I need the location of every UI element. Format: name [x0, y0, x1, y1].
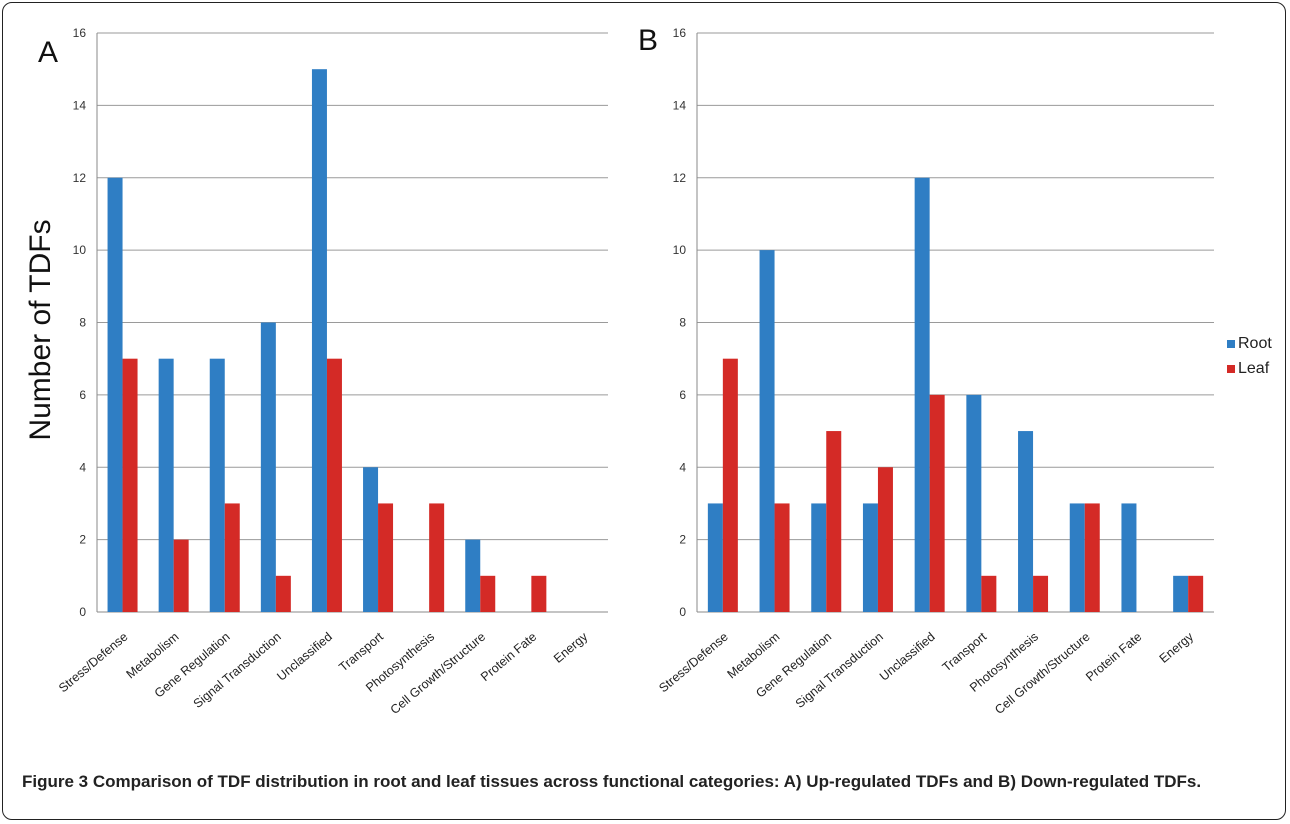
- panel-a-category-label: Transport: [336, 629, 386, 674]
- panel-a-bar-leaf: [275, 575, 291, 612]
- panel-a-bar-leaf: [122, 358, 138, 612]
- panel-b-bar-leaf: [877, 467, 893, 612]
- panel-b-bar-leaf: [1033, 575, 1049, 612]
- panel-b-y-tick-label: 16: [673, 26, 687, 40]
- panel-a-bar-root: [107, 177, 123, 612]
- legend-swatch-root: [1227, 340, 1235, 348]
- panel-b-y-tick-label: 0: [679, 605, 686, 619]
- panel-a-bar-leaf: [531, 575, 547, 612]
- panel-a-bar-root: [465, 539, 481, 612]
- panel-b-category-label: Energy: [1157, 629, 1197, 666]
- panel-b-bar-root: [1173, 575, 1189, 612]
- panel-a-y-tick-label: 0: [79, 605, 86, 619]
- panel-b-y-tick-label: 2: [679, 533, 686, 547]
- panel-b-category-label: Stress/Defense: [656, 630, 730, 696]
- caption-text: Comparison of TDF distribution in root a…: [92, 772, 1202, 791]
- panel-a-bar-leaf: [480, 575, 496, 612]
- panel-a-bar-leaf: [378, 503, 394, 612]
- panel-b-y-tick-label: 8: [679, 316, 686, 330]
- panel-b-y-tick-label: 6: [679, 388, 686, 402]
- figure-caption: Figure 3 Comparison of TDF distribution …: [22, 770, 1272, 793]
- panel-b-category-label: Protein Fate: [1083, 630, 1144, 685]
- y-axis-label: Number of TDFs: [24, 219, 57, 440]
- panel-a-y-tick-label: 4: [79, 460, 86, 474]
- panel-b-bar-root: [759, 250, 775, 612]
- legend-label-leaf: Leaf: [1238, 360, 1270, 377]
- panel-b-bar-root: [914, 177, 930, 612]
- panel-a-category-label: Unclassified: [274, 630, 335, 684]
- panel-a-bar-root: [260, 322, 276, 612]
- panel-a-category-label: Stress/Defense: [56, 630, 130, 696]
- panel-b-bar-leaf: [981, 575, 997, 612]
- panel-b-bar-leaf: [929, 394, 945, 612]
- panel-a-bar-root: [158, 358, 174, 612]
- panel-b-letter: B: [638, 24, 658, 57]
- panel-a-y-tick-label: 14: [73, 98, 87, 112]
- panel-a-bar-root: [363, 467, 379, 612]
- panel-b-bar-leaf: [1084, 503, 1100, 612]
- panel-b-bar-leaf: [826, 431, 842, 612]
- panel-a-y-tick-label: 12: [73, 171, 87, 185]
- panel-b-category-label: Transport: [940, 629, 990, 674]
- panel-b-bar-leaf: [722, 358, 738, 612]
- legend-label-root: Root: [1238, 335, 1272, 352]
- panel-b-bar-root: [811, 503, 827, 612]
- panel-b-bar-root: [862, 503, 878, 612]
- panel-a-bar-leaf: [429, 503, 445, 612]
- panel-a-y-tick-label: 2: [79, 533, 86, 547]
- panel-b-bar-leaf: [774, 503, 790, 612]
- panel-b-y-tick-label: 12: [673, 171, 687, 185]
- panel-a-bar-leaf: [326, 358, 342, 612]
- panel-a-bar-root: [209, 358, 225, 612]
- panel-b-y-tick-label: 10: [673, 243, 687, 257]
- panel-b-category-label: Signal Transduction: [793, 630, 886, 711]
- panel-a-y-tick-label: 10: [73, 243, 87, 257]
- legend-swatch-leaf: [1227, 365, 1235, 373]
- panel-a-category-label: Signal Transduction: [191, 630, 284, 711]
- panel-a-category-label: Cell Growth/Structure: [388, 630, 489, 718]
- panel-a-letter: A: [38, 36, 58, 69]
- panel-a-bar-leaf: [224, 503, 240, 612]
- panel-b-bar-leaf: [1188, 575, 1204, 612]
- panel-a-y-tick-label: 16: [73, 26, 87, 40]
- panel-a-y-tick-label: 8: [79, 316, 86, 330]
- panel-a-bar-root: [311, 69, 327, 612]
- panel-b-bar-root: [966, 394, 982, 612]
- caption-label: Figure 3: [22, 772, 89, 791]
- panel-b-category-label: Cell Growth/Structure: [992, 630, 1093, 718]
- panel-b-category-label: Unclassified: [877, 630, 938, 684]
- panel-b-bar-root: [1018, 431, 1034, 612]
- panel-b-y-tick-label: 4: [679, 460, 686, 474]
- panel-a-category-label: Protein Fate: [478, 630, 539, 685]
- panel-b-y-tick-label: 14: [673, 98, 687, 112]
- panel-a-y-tick-label: 6: [79, 388, 86, 402]
- panel-a-bar-leaf: [173, 539, 189, 612]
- panel-b-bar-root: [1121, 503, 1137, 612]
- figure-charts: 0246810121416Stress/DefenseMetabolismGen…: [24, 24, 1272, 718]
- panel-b-bar-root: [707, 503, 723, 612]
- panel-b-bar-root: [1069, 503, 1085, 612]
- panel-a-category-label: Energy: [551, 629, 591, 666]
